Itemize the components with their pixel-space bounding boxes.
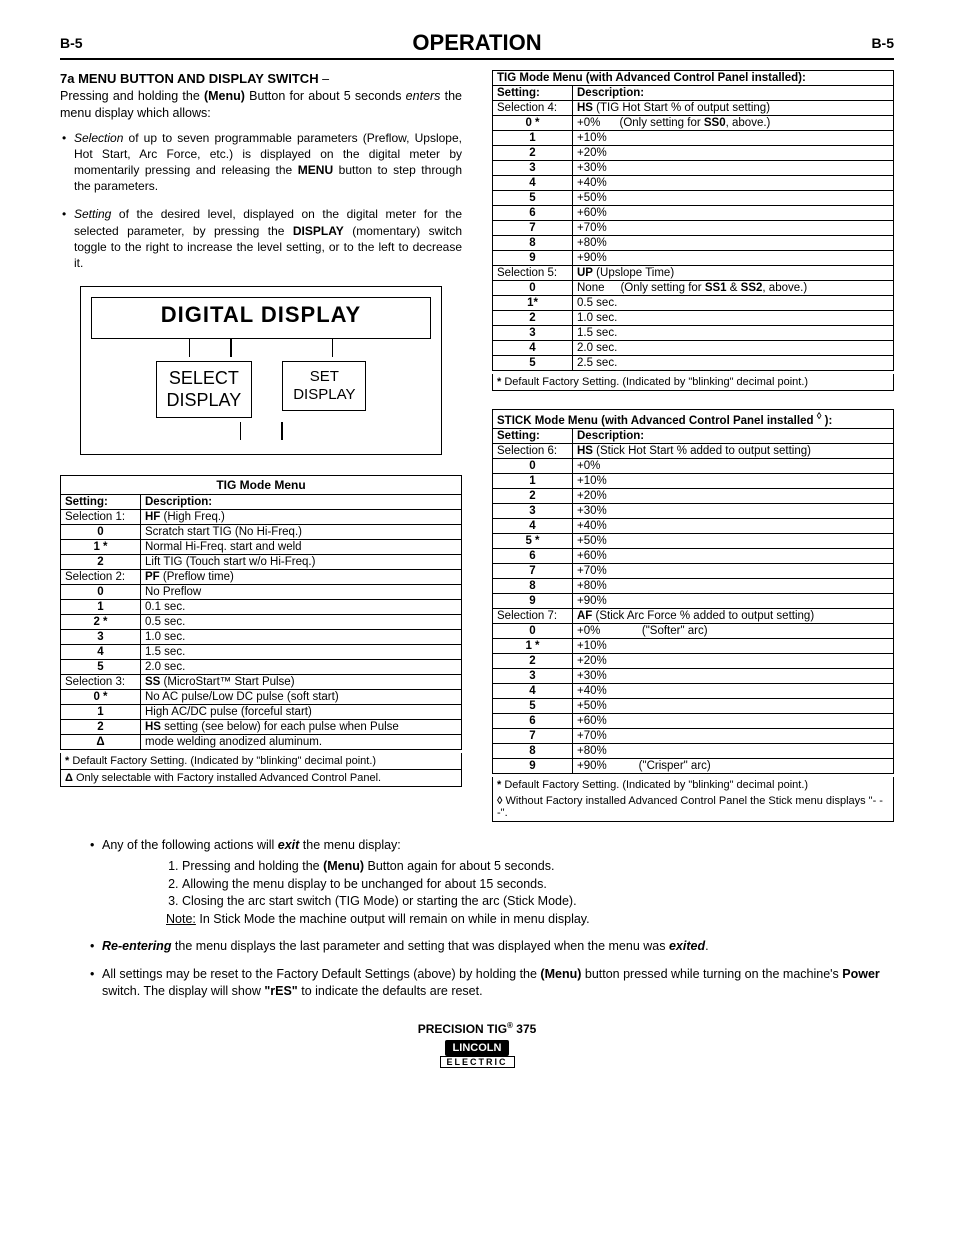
table-row: 0+0% (493, 458, 894, 473)
table-row: Selection 7:AF (Stick Arc Force % added … (493, 608, 894, 623)
bullet-selection: Selection of up to seven programmable pa… (60, 130, 462, 195)
table2-foot: * Default Factory Setting. (Indicated by… (492, 374, 894, 391)
table-row: 31.0 sec. (61, 630, 462, 645)
table-row: 0No Preflow (61, 585, 462, 600)
table-row: 1+10% (493, 131, 894, 146)
table-row: 7+70% (493, 728, 894, 743)
table-row: 2+20% (493, 146, 894, 161)
exit-1: Pressing and holding the (Menu) Button a… (182, 858, 894, 876)
exit-3: Closing the arc start switch (TIG Mode) … (182, 893, 894, 911)
intro-bullets: Selection of up to seven programmable pa… (60, 130, 462, 272)
table1-foot2: Δ Only selectable with Factory installed… (60, 770, 462, 787)
table-row: 52.5 sec. (493, 356, 894, 371)
table-row: 1 *+10% (493, 638, 894, 653)
intro-title: 7a MENU BUTTON AND DISPLAY SWITCH (60, 71, 319, 86)
table-row: 2Lift TIG (Touch start w/o Hi-Freq.) (61, 555, 462, 570)
table1-caption: TIG Mode Menu (60, 475, 462, 494)
exit-2: Allowing the menu display to be unchange… (182, 876, 894, 894)
table-row: 1*0.5 sec. (493, 296, 894, 311)
table-row: 1+10% (493, 473, 894, 488)
bullet-setting: Setting of the desired level, displayed … (60, 206, 462, 271)
table-row: 8+80% (493, 578, 894, 593)
table-row: 9+90% (493, 251, 894, 266)
table-row: 1High AC/DC pulse (forceful start) (61, 705, 462, 720)
left-column: 7a MENU BUTTON AND DISPLAY SWITCH – Pres… (60, 70, 462, 822)
main-columns: 7a MENU BUTTON AND DISPLAY SWITCH – Pres… (60, 70, 894, 822)
stick-note: Note: In Stick Mode the machine output w… (102, 911, 894, 929)
right-column: TIG Mode Menu (with Advanced Control Pan… (492, 70, 894, 822)
bottom-notes: Any of the following actions will exit t… (60, 837, 894, 1001)
reset-note: All settings may be reset to the Factory… (90, 966, 894, 1001)
table-row: 2 *0.5 sec. (61, 615, 462, 630)
tig-advanced-table: TIG Mode Menu (with Advanced Control Pan… (492, 70, 894, 371)
table-row: 8+80% (493, 236, 894, 251)
header-right: B-5 (871, 35, 894, 51)
table-row: Selection 5:UP (Upslope Time) (493, 266, 894, 281)
table-row: 4+40% (493, 176, 894, 191)
table-row: 7+70% (493, 563, 894, 578)
page-footer: PRECISION TIG® 375 LINCOLN ELECTRIC (60, 1021, 894, 1068)
table3-foot1: * Default Factory Setting. (Indicated by… (492, 777, 894, 793)
diagram-set-box: SET DISPLAY (282, 361, 366, 411)
table-row: Selection 3:SS (MicroStart™ Start Pulse) (61, 675, 462, 690)
header-left: B-5 (60, 35, 83, 51)
table-row: 6+60% (493, 548, 894, 563)
table2-caption: TIG Mode Menu (with Advanced Control Pan… (493, 71, 894, 86)
table-row: 52.0 sec. (61, 660, 462, 675)
table-row: 9+90% (493, 593, 894, 608)
table-row: 31.5 sec. (493, 326, 894, 341)
table-row: Selection 4:HS (TIG Hot Start % of outpu… (493, 101, 894, 116)
table-row: 10.1 sec. (61, 600, 462, 615)
table-row: 0 *+0% (Only setting for SS0, above.) (493, 116, 894, 131)
table-row: 6+60% (493, 206, 894, 221)
page-header: B-5 OPERATION B-5 (60, 30, 894, 60)
table-row: 5 *+50% (493, 533, 894, 548)
table-row: 41.5 sec. (61, 645, 462, 660)
table-row: 2HS setting (see below) for each pulse w… (61, 720, 462, 735)
lincoln-logo: LINCOLN ELECTRIC (440, 1040, 515, 1068)
table-row: 0None (Only setting for SS1 & SS2, above… (493, 281, 894, 296)
tig-mode-menu-table: TIG Mode Menu Setting:Description: Selec… (60, 475, 462, 750)
table-row: 4+40% (493, 683, 894, 698)
stick-mode-table: STICK Mode Menu (with Advanced Control P… (492, 409, 894, 774)
diagram-select-box: SELECT DISPLAY (156, 361, 253, 418)
table-row: 5+50% (493, 698, 894, 713)
display-diagram: DIGITAL DISPLAY SELECT DISPLAY SET DISPL… (80, 286, 442, 455)
table-row: 42.0 sec. (493, 341, 894, 356)
table-row: Selection 2:PF (Preflow time) (61, 570, 462, 585)
table-row: 4+40% (493, 518, 894, 533)
table-row: 3+30% (493, 161, 894, 176)
table-row: 3+30% (493, 668, 894, 683)
table-row: 0 *No AC pulse/Low DC pulse (soft start) (61, 690, 462, 705)
table-row: 9+90% ("Crisper" arc) (493, 758, 894, 773)
diagram-title: DIGITAL DISPLAY (100, 302, 422, 328)
table-row: 1 *Normal Hi-Freq. start and weld (61, 540, 462, 555)
table-row: Selection 1:HF (High Freq.) (61, 510, 462, 525)
table-row: 8+80% (493, 743, 894, 758)
table-row: 0+0% ("Softer" arc) (493, 623, 894, 638)
table1-foot1: * Default Factory Setting. (Indicated by… (60, 753, 462, 770)
table-row: Selection 6:HS (Stick Hot Start % added … (493, 443, 894, 458)
header-title: OPERATION (412, 30, 541, 56)
table-row: 2+20% (493, 488, 894, 503)
table-row: 2+20% (493, 653, 894, 668)
table-row: 6+60% (493, 713, 894, 728)
table3-foot2: ◊ Without Factory installed Advanced Con… (492, 793, 894, 822)
table-row: 7+70% (493, 221, 894, 236)
reenter-note: Re-entering the menu displays the last p… (90, 938, 894, 956)
table-row: 0Scratch start TIG (No Hi-Freq.) (61, 525, 462, 540)
table3-caption: STICK Mode Menu (with Advanced Control P… (493, 410, 894, 429)
intro-para: 7a MENU BUTTON AND DISPLAY SWITCH – Pres… (60, 70, 462, 122)
exit-note: Any of the following actions will exit t… (90, 837, 894, 929)
table-row: 3+30% (493, 503, 894, 518)
table-row: Δmode welding anodized aluminum. (61, 735, 462, 750)
product-name: PRECISION TIG® 375 (60, 1021, 894, 1036)
table-row: 5+50% (493, 191, 894, 206)
table-row: 21.0 sec. (493, 311, 894, 326)
